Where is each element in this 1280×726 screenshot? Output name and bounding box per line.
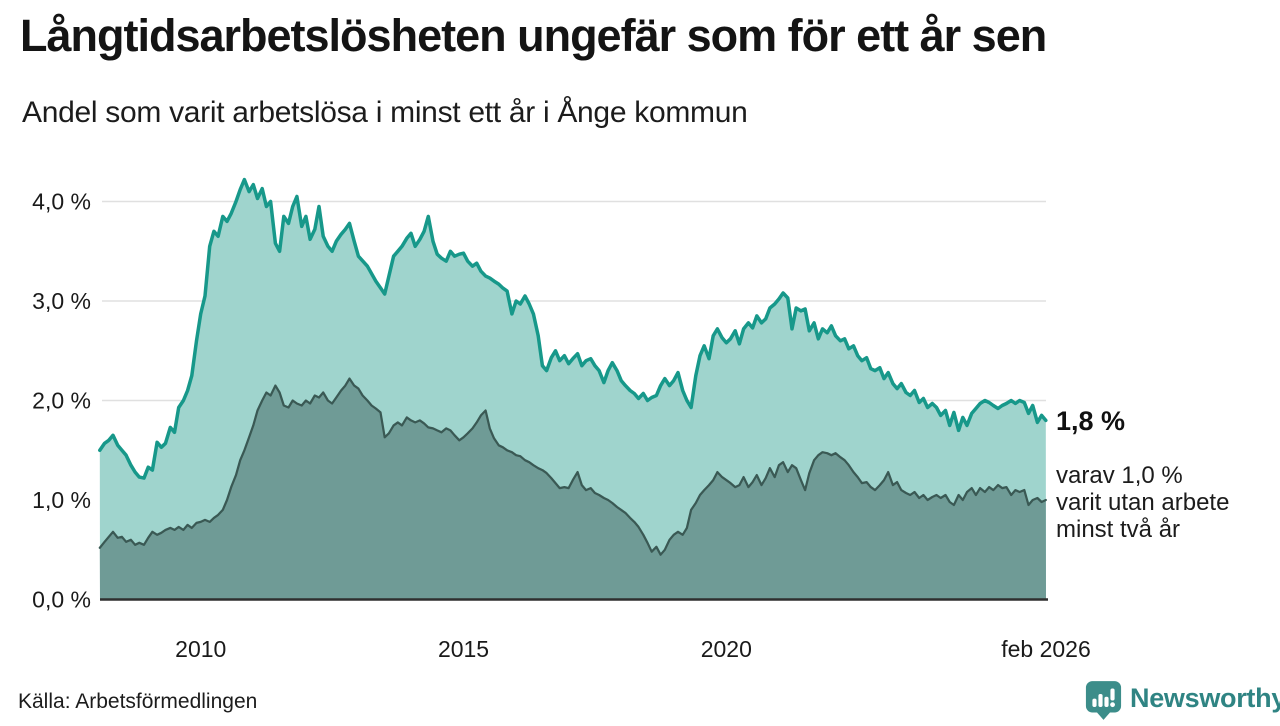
latest-value-label: 1,8 % bbox=[1056, 406, 1126, 436]
newsworthy-logo: Newsworthy bbox=[1085, 680, 1280, 726]
chart-subtitle: Andel som varit arbetslösa i minst ett å… bbox=[22, 96, 748, 129]
source-label: Källa: Arbetsförmedlingen bbox=[18, 690, 258, 713]
x-tick-label: feb 2026 bbox=[1001, 636, 1091, 662]
y-tick-label: 4,0 % bbox=[32, 189, 91, 215]
breakdown-annotation: varav 1,0 % varit utan arbete minst två … bbox=[1056, 462, 1230, 543]
x-tick-label: 2020 bbox=[701, 636, 752, 662]
page-title: Långtidsarbetslösheten ungefär som för e… bbox=[20, 10, 1047, 61]
series-line-0 bbox=[98, 177, 1048, 480]
brand-name: Newsworthy bbox=[1130, 683, 1280, 713]
y-tick-label: 3,0 % bbox=[32, 288, 91, 314]
series-line-1 bbox=[98, 377, 1047, 556]
x-tick-label: 2010 bbox=[175, 636, 226, 662]
y-tick-label: 1,0 % bbox=[32, 487, 91, 513]
y-tick-label: 2,0 % bbox=[32, 388, 91, 414]
bar-chart-pin-icon bbox=[1085, 680, 1122, 726]
series-area-1 bbox=[99, 378, 1047, 600]
y-tick-label: 0,0 % bbox=[32, 587, 91, 613]
x-tick-label: 2015 bbox=[438, 636, 489, 662]
